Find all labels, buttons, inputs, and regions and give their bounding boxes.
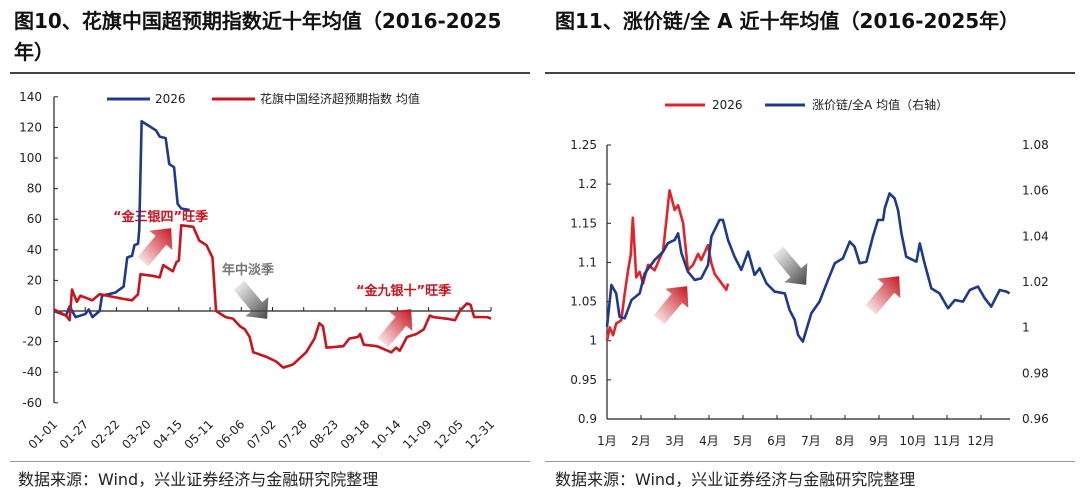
- right-x-tick-label: 8月: [835, 434, 855, 448]
- right-legend-mean-label: 涨价链/全A 均值（右轴）: [812, 97, 948, 112]
- right-x-tick-label: 10月: [899, 434, 926, 448]
- left-x-tick-label: 04-15: [150, 417, 185, 452]
- left-x-tick-label: 07-28: [275, 417, 310, 452]
- left-y-tick-label: 100: [19, 151, 42, 165]
- right-title-divider: [545, 72, 1075, 74]
- left-x-tick-label: 05-11: [182, 417, 217, 452]
- right-source-note: 数据来源：Wind，兴业证券经济与金融研究院整理: [555, 470, 916, 489]
- right-x-tick-label: 5月: [733, 434, 753, 448]
- left-x-tick-label: 08-23: [306, 417, 341, 452]
- left-x-tick-label: 10-14: [369, 417, 404, 452]
- left-x-tick-label: 12-31: [463, 417, 498, 452]
- right-x-tick-label: 9月: [869, 434, 889, 448]
- right-y2-tick-label: 1.08: [1022, 138, 1049, 152]
- right-x-tick-label: 11月: [933, 434, 960, 448]
- left-source-note: 数据来源：Wind，兴业证券经济与金融研究院整理: [18, 470, 379, 489]
- right-legend-2026-label: 2026: [712, 98, 743, 112]
- left-y-tick-label: 20: [27, 273, 42, 287]
- left-y-tick-label: 60: [27, 212, 42, 226]
- left-source-divider: [10, 461, 530, 462]
- right-x-tick-label: 6月: [767, 434, 787, 448]
- right-series-mean-line: [605, 192, 1011, 343]
- left-x-tick-label: 01-01: [26, 417, 61, 452]
- up-arrow-icon: [653, 286, 689, 325]
- left-series-mean-line: [53, 224, 492, 369]
- left-x-tick-label: 09-18: [338, 417, 373, 452]
- left-series-2026-line: [53, 119, 190, 319]
- right-y2-tick-label: 1.02: [1022, 275, 1049, 289]
- left-x-tick-label: 03-20: [119, 417, 154, 452]
- left-x-tick-label: 01-27: [57, 417, 92, 452]
- right-y-tick-label: 1.2: [578, 177, 597, 191]
- up-arrow-icon: [377, 309, 413, 348]
- left-y-tick-label: 120: [19, 120, 42, 134]
- left-legend-2026-label: 2026: [155, 92, 186, 106]
- left-y-tick-label: 40: [27, 243, 42, 257]
- left-y-tick-label: -20: [22, 335, 42, 349]
- left-x-tick-label: 12-05: [431, 417, 466, 452]
- annotation-peak-autumn: “金九银十”旺季: [356, 283, 451, 299]
- right-y2-tick-label: 0.98: [1022, 366, 1049, 380]
- down-arrow-icon: [233, 280, 269, 319]
- right-x-tick-label: 1月: [597, 434, 617, 448]
- up-arrow-icon: [137, 228, 173, 267]
- left-x-tick-label: 02-22: [88, 417, 123, 452]
- right-y-tick-label: 1.1: [578, 255, 597, 269]
- right-x-tick-label: 12月: [967, 434, 994, 448]
- annotation-peak-spring: “金三银四”旺季: [113, 209, 208, 225]
- left-y-tick-label: 80: [27, 182, 42, 196]
- up-arrow-icon: [865, 276, 901, 315]
- right-x-tick-label: 4月: [699, 434, 719, 448]
- right-x-tick-label: 2月: [631, 434, 651, 448]
- down-arrow-icon: [772, 246, 808, 285]
- left-y-tick-label: -60: [22, 396, 42, 410]
- right-y2-tick-label: 1.06: [1022, 184, 1049, 198]
- left-y-tick-label: -40: [22, 365, 42, 379]
- right-source-divider: [545, 461, 1075, 462]
- left-chart-title: 图10、花旗中国超预期指数近十年均值（2016-2025年）: [14, 9, 502, 64]
- right-y-tick-label: 1.05: [570, 295, 597, 309]
- right-y-tick-label: 1.15: [570, 216, 597, 230]
- right-y-tick-label: 1.25: [570, 138, 597, 152]
- left-title-divider: [10, 72, 530, 74]
- right-y2-tick-label: 1.04: [1022, 229, 1049, 243]
- left-legend-mean-label: 花旗中国经济超预期指数 均值: [260, 91, 420, 106]
- right-y2-tick-label: 0.96: [1022, 412, 1049, 426]
- right-x-tick-label: 7月: [801, 434, 821, 448]
- left-x-tick-label: 07-02: [244, 417, 279, 452]
- annotation-midyear-lull: 年中淡季: [222, 262, 274, 278]
- right-chart-title: 图11、涨价链/全 A 近十年均值（2016-2025年）: [555, 9, 1020, 33]
- right-y-tick-label: 0.9: [578, 412, 597, 426]
- right-x-tick-label: 3月: [665, 434, 685, 448]
- left-x-tick-label: 06-06: [213, 417, 248, 452]
- right-y2-tick-label: 1: [1022, 321, 1030, 335]
- right-y-tick-label: 0.95: [570, 373, 597, 387]
- left-x-tick-label: 11-09: [400, 417, 435, 452]
- left-y-tick-label: 0: [34, 304, 42, 318]
- left-y-tick-label: 140: [19, 90, 42, 104]
- right-y-tick-label: 1: [589, 334, 597, 348]
